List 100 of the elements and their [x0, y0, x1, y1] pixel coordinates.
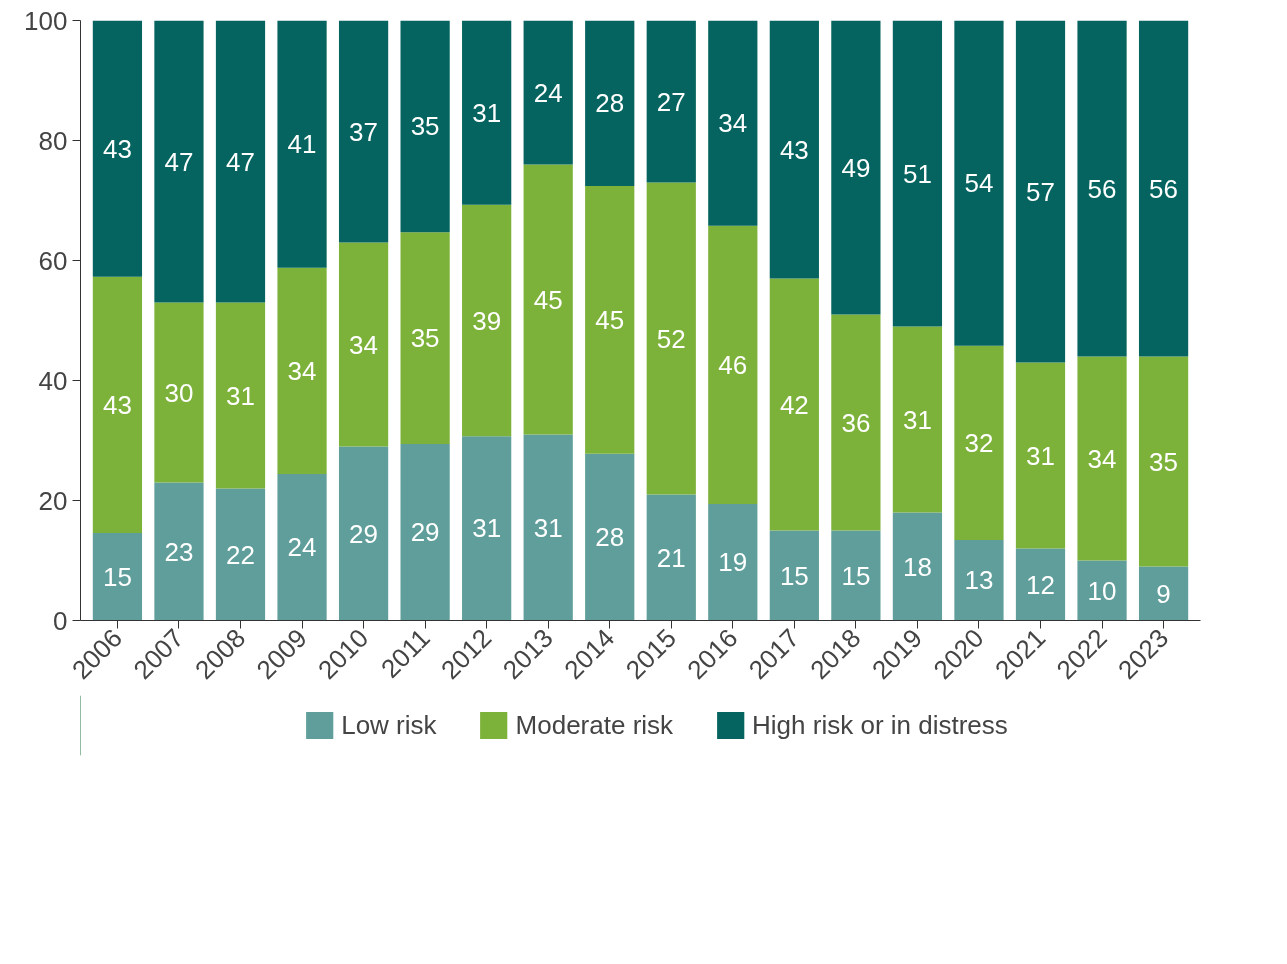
data-label: 22: [226, 539, 255, 570]
data-label: 49: [841, 152, 871, 183]
data-label: 29: [410, 517, 440, 548]
bar: [1077, 560, 1127, 621]
data-label: 56: [1087, 173, 1117, 204]
y-tick-label: 60: [38, 245, 68, 276]
bar: [1015, 548, 1066, 621]
bar: [708, 20, 758, 226]
bar: [523, 164, 573, 435]
bar: [92, 20, 143, 277]
bar: [1077, 20, 1127, 357]
data-label: 45: [595, 304, 625, 335]
bar: [215, 488, 266, 621]
data-label: 32: [964, 427, 994, 458]
legend-label: High risk or in distress: [752, 709, 1008, 741]
data-label: 43: [102, 389, 132, 420]
bar: [831, 530, 881, 621]
data-label: 31: [472, 97, 502, 128]
data-label: 51: [902, 158, 932, 189]
data-label: 23: [164, 536, 194, 567]
data-label: 41: [287, 129, 317, 160]
data-label: 31: [902, 404, 932, 435]
data-label: 46: [718, 349, 748, 380]
legend-label: Moderate risk: [515, 709, 674, 741]
bar: [1138, 20, 1189, 357]
data-label: 52: [656, 323, 686, 354]
legend-label: Low risk: [341, 709, 437, 741]
data-label: 28: [595, 88, 625, 119]
data-label: 31: [472, 513, 502, 544]
bar: [277, 267, 327, 475]
data-label: 37: [349, 116, 379, 147]
data-label: 9: [1156, 578, 1171, 609]
bar: [769, 530, 819, 621]
data-label: 36: [841, 407, 871, 438]
data-label: 13: [964, 565, 994, 596]
data-label: 12: [1026, 569, 1055, 600]
bar: [708, 225, 758, 505]
data-label: 34: [1087, 443, 1117, 474]
bar: [338, 446, 389, 621]
bar: [1138, 566, 1189, 621]
data-label: 39: [472, 305, 502, 336]
data-label: 18: [902, 551, 932, 582]
bar: [462, 20, 512, 205]
y-tick-label: 0: [53, 605, 68, 636]
data-label: 31: [226, 380, 255, 411]
data-label: 21: [656, 542, 686, 573]
bar: [954, 345, 1004, 541]
data-label: 27: [656, 86, 686, 117]
data-label: 54: [964, 168, 994, 199]
data-label: 45: [533, 284, 563, 315]
bar: [954, 540, 1004, 621]
bar: [154, 302, 204, 483]
bar: [646, 494, 696, 621]
data-label: 15: [841, 560, 871, 591]
data-label: 28: [595, 522, 625, 553]
bar: [1015, 362, 1066, 549]
bar: [892, 20, 943, 327]
bar: [215, 302, 266, 489]
data-label: 47: [226, 146, 255, 177]
bar: [831, 20, 881, 315]
y-tick-label: 80: [38, 125, 68, 156]
bar: [1015, 20, 1066, 363]
y-tick-label: 100: [24, 5, 68, 36]
data-label: 15: [102, 561, 132, 592]
data-label: 19: [718, 547, 748, 578]
y-tick-label: 20: [38, 485, 68, 516]
data-label: 30: [164, 377, 194, 408]
data-label: 43: [779, 134, 809, 165]
data-label: 34: [718, 108, 748, 139]
data-label: 31: [533, 512, 563, 543]
data-label: 47: [164, 146, 194, 177]
data-label: 57: [1026, 176, 1055, 207]
data-label: 35: [410, 323, 440, 354]
data-label: 34: [287, 355, 317, 386]
bar: [646, 20, 696, 183]
bar: [646, 182, 696, 495]
data-label: 35: [1149, 446, 1179, 477]
bar: [215, 20, 266, 303]
data-label: 10: [1087, 575, 1117, 606]
data-label: 24: [287, 532, 317, 563]
data-label: 35: [410, 111, 440, 142]
data-label: 42: [779, 389, 809, 420]
data-label: 56: [1149, 173, 1179, 204]
bar: [92, 276, 143, 533]
data-label: 24: [533, 77, 563, 108]
bar: [400, 444, 450, 621]
bar: [1138, 356, 1189, 567]
bar: [154, 20, 204, 303]
bar: [92, 532, 143, 621]
bar: [523, 20, 573, 165]
bar: [769, 20, 819, 279]
bar: [277, 474, 327, 621]
data-label: 29: [349, 518, 379, 549]
bar: [585, 186, 635, 454]
bar: [277, 20, 327, 268]
bar: [338, 20, 389, 243]
bar: [400, 232, 450, 445]
bar: [462, 436, 512, 621]
bar: [400, 20, 450, 233]
bar: [954, 20, 1004, 346]
